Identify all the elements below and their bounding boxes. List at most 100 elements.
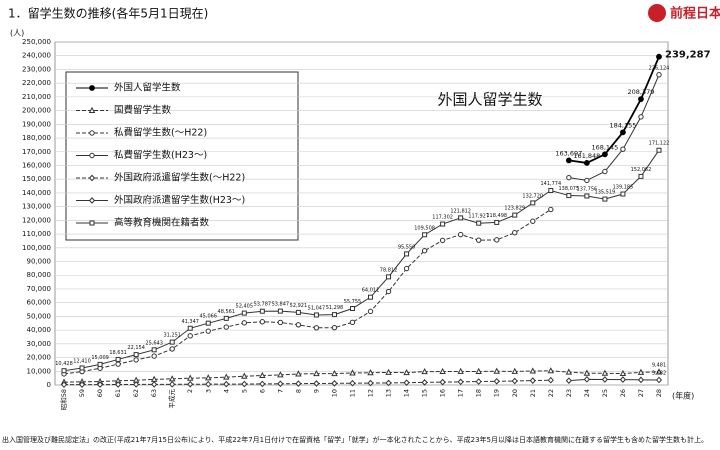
- data-point: [367, 308, 374, 315]
- series-line: [568, 74, 660, 181]
- data-point: [655, 376, 663, 384]
- data-point: [223, 373, 230, 380]
- data-label: 41,347: [181, 319, 199, 325]
- data-point: [547, 367, 555, 374]
- data-point: [439, 378, 446, 386]
- data-point: [512, 212, 518, 218]
- y-tick-label: 170,000: [22, 148, 51, 156]
- data-point: [368, 294, 374, 300]
- data-point: [421, 248, 428, 254]
- y-tick-label: 50,000: [27, 312, 52, 320]
- series-line: [64, 379, 551, 386]
- data-point: [205, 320, 211, 326]
- data-point: [511, 367, 518, 374]
- x-tick-label: 3: [204, 389, 212, 393]
- data-point: [186, 374, 194, 381]
- data-point: [494, 219, 500, 225]
- legend-label: 外国政府派遣留学生数(～H22): [114, 172, 245, 184]
- y-tick-label: 110,000: [22, 230, 51, 238]
- data-point: [79, 365, 85, 371]
- data-label: 132,720: [522, 193, 543, 199]
- x-tick-label: 24: [583, 389, 591, 397]
- data-point: [313, 380, 320, 387]
- data-point: [385, 368, 392, 375]
- data-point: [655, 368, 663, 375]
- data-point: [494, 237, 500, 243]
- data-label: 137,756: [577, 186, 598, 192]
- data-label: 48,561: [218, 309, 236, 315]
- data-label: 138,075: [558, 186, 579, 192]
- data-label: 141,774: [540, 181, 561, 187]
- data-point: [205, 374, 212, 381]
- data-point: [331, 324, 338, 331]
- data-label: 117,302: [432, 215, 453, 221]
- data-point: [241, 310, 247, 316]
- data-point: [583, 369, 591, 376]
- data-point: [386, 274, 392, 280]
- data-point: [349, 306, 355, 312]
- data-point: [115, 381, 122, 388]
- data-label: 64,011: [362, 288, 380, 294]
- y-unit: (人): [10, 29, 24, 38]
- x-tick-label: 27: [637, 389, 645, 397]
- data-point: [61, 368, 67, 374]
- data-point: [150, 375, 158, 382]
- data-point: [493, 377, 500, 385]
- data-point: [223, 324, 229, 330]
- data-point: [349, 319, 356, 326]
- data-label: 152,062: [631, 167, 652, 173]
- data-label: 55,755: [344, 299, 362, 305]
- data-point: [295, 309, 301, 315]
- data-point: [565, 377, 572, 384]
- data-point: [601, 151, 608, 158]
- x-tick-label: 17: [457, 389, 465, 397]
- y-tick-label: 30,000: [27, 340, 52, 348]
- data-point: [313, 325, 320, 331]
- legend-marker: [89, 85, 95, 91]
- data-point: [475, 367, 482, 374]
- logo-text: 前程日本: [670, 6, 720, 22]
- data-label: 117,927: [468, 214, 489, 220]
- data-point: [205, 380, 212, 388]
- legend-marker: [89, 152, 95, 159]
- y-tick-label: 210,000: [22, 93, 51, 101]
- data-label: 53,847: [272, 302, 290, 308]
- data-point: [169, 339, 175, 345]
- data-label: 10,428: [55, 361, 73, 367]
- data-label: 95,550: [398, 244, 416, 250]
- data-point: [620, 129, 626, 136]
- data-point: [565, 368, 573, 375]
- data-point: [259, 308, 265, 314]
- y-tick-label: 60,000: [27, 299, 52, 307]
- x-tick-label: 21: [529, 389, 537, 397]
- x-tick-label: 13: [385, 389, 393, 397]
- x-tick-label: 平成元: [167, 389, 176, 409]
- data-point: [638, 96, 644, 103]
- x-tick-label: 63: [150, 389, 158, 397]
- series-line: [64, 370, 659, 383]
- data-point: [619, 376, 627, 383]
- data-point: [223, 380, 230, 388]
- data-point: [115, 361, 121, 367]
- data-point: [187, 325, 193, 331]
- data-point: [403, 368, 410, 376]
- x-unit: (年度): [672, 391, 694, 401]
- data-label: 53,787: [254, 302, 272, 308]
- data-point: [620, 146, 626, 152]
- y-tick-label: 20,000: [27, 354, 52, 362]
- data-point: [583, 160, 590, 166]
- data-label: 226,124: [649, 65, 670, 71]
- y-tick-label: 40,000: [27, 326, 52, 334]
- data-point: [367, 369, 374, 376]
- data-point: [313, 370, 320, 377]
- y-tick-label: 70,000: [27, 285, 52, 293]
- data-point: [584, 177, 590, 184]
- x-tick-label: 19: [493, 389, 501, 397]
- y-tick-label: 100,000: [22, 244, 51, 252]
- data-label: 51,047: [308, 305, 326, 311]
- x-tick-label: 62: [132, 389, 140, 397]
- data-point: [331, 380, 338, 387]
- data-point: [475, 378, 482, 385]
- data-label: 184,155: [609, 121, 636, 129]
